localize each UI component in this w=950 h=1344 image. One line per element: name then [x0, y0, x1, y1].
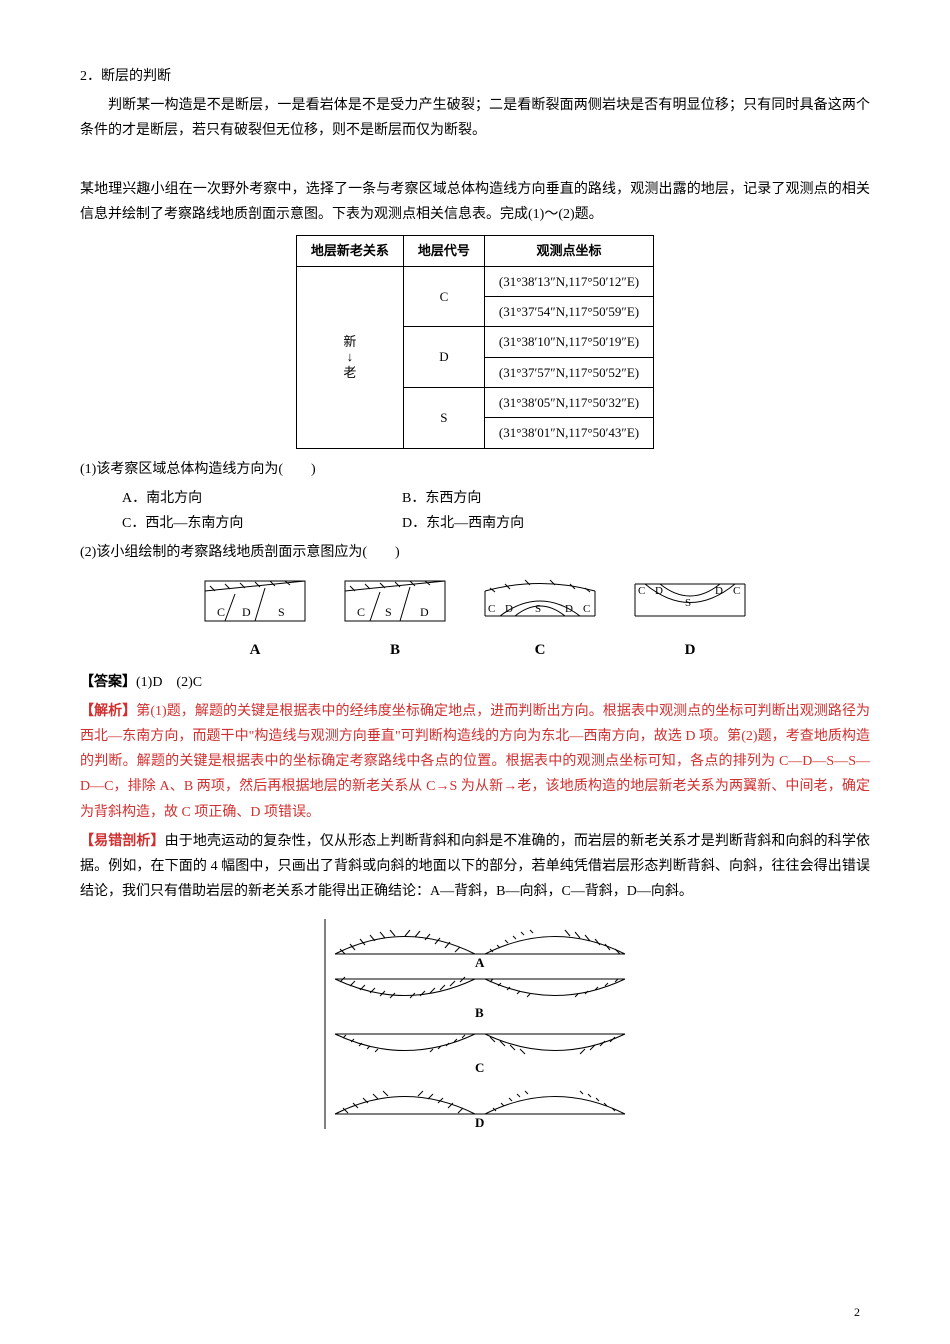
code-S: S	[403, 388, 484, 449]
svg-text:D: D	[505, 603, 513, 615]
code-D: D	[403, 327, 484, 388]
diag-C-label: C	[480, 637, 600, 664]
age-arrow: ↓	[311, 349, 389, 365]
age-bottom: 老	[311, 365, 389, 381]
svg-text:C: C	[733, 585, 740, 597]
profile-diagrams: C D S A C S D B	[80, 576, 870, 664]
q1-stem: (1)该考察区域总体构造线方向为( )	[80, 457, 870, 482]
th-coord: 观测点坐标	[484, 236, 653, 266]
coord-D2: (31°37′57″N,117°50′52″E)	[484, 357, 653, 387]
age-top: 新	[311, 334, 389, 350]
svg-text:S: S	[685, 597, 691, 609]
diagram-A: C D S A	[200, 576, 310, 664]
svg-text:D: D	[565, 603, 573, 615]
svg-text:C: C	[638, 585, 645, 597]
svg-text:C: C	[217, 605, 225, 619]
answer-label: 【答案】	[80, 675, 136, 690]
strata-C-label: C	[475, 1060, 484, 1075]
error-text: 由于地壳运动的复杂性，仅从形态上判断背斜和向斜是不准确的，而岩层的新老关系才是判…	[80, 834, 870, 899]
th-age: 地层新老关系	[296, 236, 403, 266]
q1-opt-A: A．南北方向	[122, 486, 402, 511]
svg-text:C: C	[357, 605, 365, 619]
coord-D1: (31°38′10″N,117°50′19″E)	[484, 327, 653, 357]
error-block: 【易错剖析】由于地壳运动的复杂性，仅从形态上判断背斜和向斜是不准确的，而岩层的新…	[80, 829, 870, 905]
svg-text:C: C	[488, 603, 495, 615]
svg-text:C: C	[583, 603, 590, 615]
answer-line: 【答案】(1)D (2)C	[80, 670, 870, 695]
svg-text:S: S	[385, 605, 392, 619]
analysis-block: 【解析】第(1)题，解题的关键是根据表中的经纬度坐标确定地点，进而判断出方向。根…	[80, 699, 870, 825]
diag-A-label: A	[200, 637, 310, 664]
q1-opt-B: B．东西方向	[402, 486, 682, 511]
answer-text: (1)D (2)C	[136, 675, 202, 690]
question-intro: 某地理兴趣小组在一次野外考察中，选择了一条与考察区域总体构造线方向垂直的路线，观…	[80, 177, 870, 227]
section-2-body: 判断某一构造是不是断层，一是看岩体是不是受力产生破裂；二是看断裂面两侧岩块是否有…	[80, 93, 870, 143]
q1-opt-C: C．西北—东南方向	[122, 511, 402, 536]
coord-C2: (31°37′54″N,117°50′59″E)	[484, 296, 653, 326]
strata-diagrams: A B C	[80, 914, 870, 1134]
diagram-D: C D S D C D	[630, 576, 750, 664]
diag-D-label: D	[630, 637, 750, 664]
coord-S1: (31°38′05″N,117°50′32″E)	[484, 388, 653, 418]
coord-S2: (31°38′01″N,117°50′43″E)	[484, 418, 653, 448]
diag-B-label: B	[340, 637, 450, 664]
svg-text:S: S	[278, 605, 285, 619]
strata-A-label: A	[475, 955, 485, 970]
page-number: 2	[854, 1302, 860, 1324]
q1-opt-D: D．东北—西南方向	[402, 511, 682, 536]
code-C: C	[403, 266, 484, 327]
strata-D-label: D	[475, 1115, 484, 1130]
age-relation-cell: 新 ↓ 老	[296, 266, 403, 448]
strata-B-label: B	[475, 1005, 484, 1020]
q2-stem: (2)该小组绘制的考察路线地质剖面示意图应为( )	[80, 540, 870, 565]
analysis-text: 第(1)题，解题的关键是根据表中的经纬度坐标确定地点，进而判断出方向。根据表中观…	[80, 704, 870, 820]
coord-C1: (31°38′13″N,117°50′12″E)	[484, 266, 653, 296]
diagram-B: C S D B	[340, 576, 450, 664]
observation-table: 地层新老关系 地层代号 观测点坐标 新 ↓ 老 C (31°38′13″N,11…	[296, 235, 654, 449]
q1-options: A．南北方向 B．东西方向 C．西北—东南方向 D．东北—西南方向	[122, 486, 870, 536]
svg-text:D: D	[655, 585, 663, 597]
svg-text:D: D	[420, 605, 429, 619]
svg-text:S: S	[535, 603, 541, 615]
error-label: 【易错剖析】	[80, 834, 165, 849]
analysis-label: 【解析】	[80, 704, 136, 719]
svg-text:D: D	[242, 605, 251, 619]
th-code: 地层代号	[403, 236, 484, 266]
diagram-C: C D S D C C	[480, 576, 600, 664]
section-2-title: 2．断层的判断	[80, 64, 870, 89]
svg-text:D: D	[715, 585, 723, 597]
